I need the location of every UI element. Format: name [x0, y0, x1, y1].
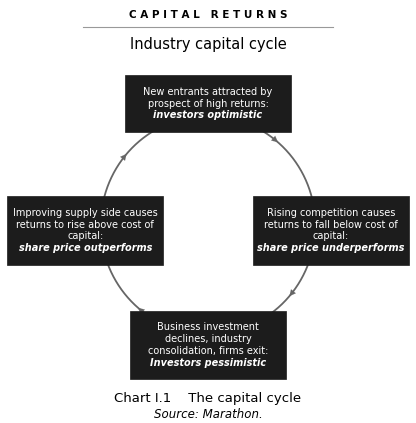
Text: returns to fall below cost of: returns to fall below cost of — [264, 220, 398, 230]
Text: consolidation, firms exit:: consolidation, firms exit: — [148, 346, 268, 356]
Text: New entrants attracted by: New entrants attracted by — [144, 87, 272, 97]
FancyBboxPatch shape — [253, 196, 409, 266]
Text: share price underperforms: share price underperforms — [257, 243, 404, 253]
Text: returns to rise above cost of: returns to rise above cost of — [16, 220, 154, 230]
FancyBboxPatch shape — [7, 196, 163, 266]
Text: prospect of high returns:: prospect of high returns: — [148, 99, 268, 109]
Text: Investors pessimistic: Investors pessimistic — [150, 357, 266, 368]
FancyBboxPatch shape — [130, 311, 286, 379]
Text: investors optimistic: investors optimistic — [154, 110, 262, 121]
Text: Chart I.1    The capital cycle: Chart I.1 The capital cycle — [114, 392, 302, 405]
Text: capital:: capital: — [312, 231, 349, 242]
Text: C A P I T A L   R E T U R N S: C A P I T A L R E T U R N S — [129, 10, 287, 20]
Text: Business investment: Business investment — [157, 322, 259, 332]
Text: Source: Marathon.: Source: Marathon. — [154, 408, 262, 421]
Text: share price outperforms: share price outperforms — [19, 243, 152, 253]
Text: capital:: capital: — [67, 231, 104, 242]
FancyBboxPatch shape — [125, 75, 291, 132]
Text: declines, industry: declines, industry — [165, 334, 251, 344]
Text: Improving supply side causes: Improving supply side causes — [13, 208, 158, 218]
Text: Industry capital cycle: Industry capital cycle — [130, 37, 286, 52]
Text: Rising competition causes: Rising competition causes — [267, 208, 395, 218]
